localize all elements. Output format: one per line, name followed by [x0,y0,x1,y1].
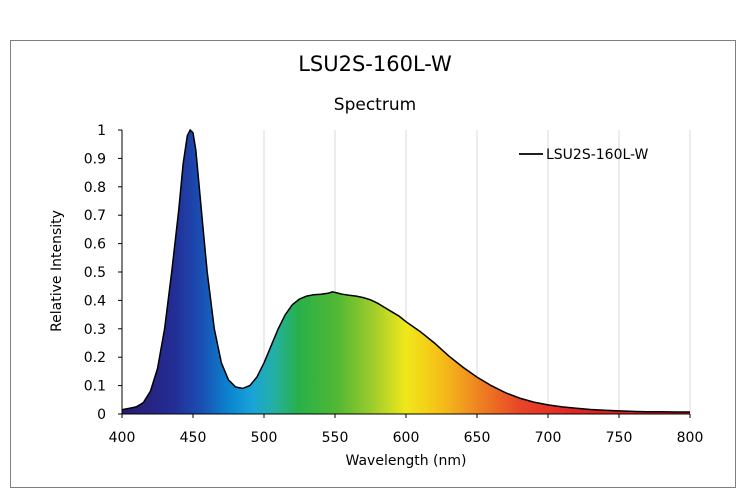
y-tick-label: 0.7 [84,208,106,224]
y-tick-label: 0.9 [84,151,106,167]
y-axis-label: Relative Intensity [49,210,65,332]
y-tick-label: 0.2 [84,350,106,366]
y-tick-label: 0.6 [84,237,106,253]
x-tick-label: 750 [606,430,633,446]
y-tick-label: 1 [97,123,106,139]
chart-subtitle: Spectrum [333,95,417,115]
y-tick-label: 0.8 [84,180,106,196]
chart-title: LSU2S-160L-W [298,52,452,76]
x-tick-label: 600 [393,430,420,446]
y-tick-label: 0.5 [84,265,106,281]
x-tick-label: 650 [464,430,491,446]
y-tick-label: 0.4 [84,293,106,309]
y-tick-label: 0.1 [84,379,106,395]
legend: LSU2S-160L-W [519,147,649,163]
x-tick-label: 500 [251,430,278,446]
y-tick-label: 0 [97,407,106,423]
y-tick-label: 0.3 [84,322,106,338]
x-tick-label: 400 [109,430,136,446]
x-axis-label: Wavelength (nm) [346,453,467,469]
legend-label: LSU2S-160L-W [546,147,649,163]
x-tick-label: 800 [677,430,704,446]
series-line [121,128,690,413]
x-tick-label: 550 [322,430,349,446]
x-tick-label: 700 [535,430,562,446]
spectrum-area [122,130,690,414]
x-tick-label: 450 [180,430,207,446]
